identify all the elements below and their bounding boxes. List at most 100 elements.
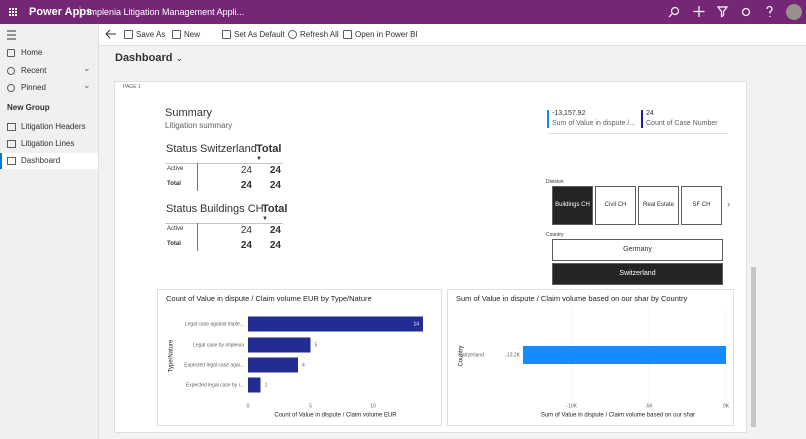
matrix-cell: 24 bbox=[269, 240, 281, 251]
chart-visual: Sum of Value in dispute / Claim volume b… bbox=[447, 289, 734, 426]
command-label: Set As Default bbox=[234, 30, 285, 39]
app-bar: Power Apps Implenia Litigation Managemen… bbox=[0, 0, 806, 24]
slicer-option-label: Real Estate bbox=[642, 202, 675, 208]
x-tick-label: 0 bbox=[247, 403, 250, 409]
settings-icon[interactable] bbox=[741, 7, 751, 17]
slicer-option[interactable]: Buildings CH bbox=[552, 186, 593, 225]
slicer-option[interactable]: Switzerland bbox=[552, 263, 723, 285]
command-label: New bbox=[184, 30, 201, 39]
chart: Count of Value in dispute / Claim volume… bbox=[166, 294, 423, 419]
sort-indicator: ▼ bbox=[262, 216, 268, 222]
command-bar: Save As New Set As Default Refresh All Open … bbox=[99, 24, 806, 46]
app-name[interactable]: Implenia Litigation Management Appli... bbox=[87, 7, 245, 17]
nav-item[interactable]: Pinned ⌄ bbox=[0, 80, 98, 96]
data-label: 4 bbox=[302, 362, 305, 368]
product-name: Power Apps bbox=[29, 6, 93, 18]
nav-item[interactable]: Recent ⌄ bbox=[0, 63, 98, 79]
data-label: 1 bbox=[265, 382, 268, 388]
matrix-cell: 24 bbox=[240, 225, 252, 236]
kpi-value: -13,157.92 bbox=[552, 110, 586, 117]
category-label: Switzerland bbox=[458, 352, 484, 358]
bar bbox=[248, 357, 298, 373]
matrix-header: Status bbox=[166, 203, 198, 215]
help-icon[interactable] bbox=[766, 5, 773, 17]
matrix-cell: 24 bbox=[240, 180, 252, 191]
matrix-header: Status bbox=[166, 143, 198, 155]
nav-item-label: Litigation Headers bbox=[21, 122, 86, 131]
back-icon[interactable] bbox=[105, 29, 117, 39]
nav-item-icon bbox=[7, 66, 15, 75]
nav-item-label: Litigation Lines bbox=[21, 139, 75, 148]
slicer-option-label: Civil CH bbox=[604, 202, 627, 208]
category-label: Legal case against imple... bbox=[185, 321, 244, 327]
data-label: 14 bbox=[413, 321, 419, 327]
command-label: Save As bbox=[136, 30, 166, 39]
page-label: PAGE 1 bbox=[123, 84, 141, 90]
slicer-option[interactable]: SF CH bbox=[681, 186, 722, 225]
matrix-divider bbox=[197, 163, 198, 191]
command-label: Refresh All bbox=[300, 30, 339, 39]
search-icon[interactable] bbox=[670, 6, 680, 16]
avatar[interactable] bbox=[786, 4, 802, 20]
command-icon bbox=[124, 30, 133, 39]
kpi-label: Count of Case Number bbox=[646, 120, 718, 127]
nav-item-icon bbox=[7, 84, 15, 92]
matrix-header: Buildings CH bbox=[200, 203, 264, 215]
bar bbox=[248, 377, 261, 393]
y-axis-title: Country bbox=[459, 345, 465, 366]
kpi-label: Sum of Value in dispute /... bbox=[552, 120, 636, 127]
waffle-icon[interactable] bbox=[9, 8, 17, 16]
row-header: Total bbox=[167, 181, 181, 187]
kpi-accent bbox=[547, 110, 549, 128]
matrix-cell: 24 bbox=[269, 180, 281, 191]
slicer-option-label: SF CH bbox=[692, 202, 711, 208]
nav-item-label: Recent bbox=[21, 65, 47, 75]
x-tick-label: 0K bbox=[723, 403, 730, 409]
y-axis-title: Type/Nature bbox=[169, 339, 175, 372]
matrix-rule bbox=[165, 163, 283, 164]
x-tick-label: 5 bbox=[309, 403, 312, 409]
x-axis-title: Sum of Value in dispute / Claim volume b… bbox=[541, 413, 695, 419]
summary-title: Summary bbox=[165, 107, 213, 119]
chevron: ⌄ bbox=[83, 80, 91, 90]
add-icon[interactable] bbox=[693, 6, 705, 17]
chart: Sum of Value in dispute / Claim volume b… bbox=[456, 294, 730, 419]
summary-rule bbox=[548, 133, 728, 134]
nav-item-icon bbox=[7, 123, 16, 131]
command-label: Open in Power BI bbox=[355, 30, 418, 39]
slicer-option[interactable]: Real Estate bbox=[638, 186, 679, 225]
page-title-text: Dashboard bbox=[115, 52, 173, 64]
bar bbox=[522, 346, 726, 364]
selection-bar bbox=[0, 153, 2, 169]
report: PAGE 1 Summary Litigation summary -13,157.9… bbox=[114, 81, 756, 433]
nav-item[interactable]: Home bbox=[0, 45, 98, 61]
nav-item[interactable]: Litigation Headers bbox=[0, 119, 98, 135]
page-title[interactable]: Dashboard ⌄ bbox=[115, 52, 184, 64]
hamburger-icon[interactable] bbox=[6, 30, 18, 40]
row-header: Active bbox=[167, 166, 184, 172]
nav-item-label: Dashboard bbox=[21, 156, 61, 165]
matrix-cell: 24 bbox=[240, 240, 252, 251]
command-icon bbox=[343, 30, 352, 39]
matrix-cell: 24 bbox=[269, 225, 281, 236]
nav-item-icon bbox=[7, 49, 15, 57]
slicer-option[interactable]: Germany bbox=[552, 239, 723, 261]
matrix-cell: 24 bbox=[269, 165, 281, 176]
data-label: 5 bbox=[315, 342, 318, 348]
nav-item-label: Home bbox=[21, 48, 43, 57]
nav-item[interactable]: Dashboard bbox=[0, 153, 98, 169]
x-axis-title: Count of Value in dispute / Claim volume… bbox=[274, 413, 397, 419]
slicer-title: Division bbox=[546, 179, 564, 185]
slicer-option-label: Switzerland bbox=[619, 270, 656, 277]
filter-icon[interactable] bbox=[716, 6, 729, 18]
command-icon bbox=[222, 30, 231, 39]
x-tick-label: -5K bbox=[645, 403, 653, 409]
category-label: Expected legal case by i... bbox=[186, 382, 244, 388]
slicer-next[interactable]: › bbox=[727, 199, 730, 209]
nav-item[interactable]: Litigation Lines bbox=[0, 136, 98, 152]
slicer-option[interactable]: Civil CH bbox=[595, 186, 636, 225]
x-tick-label: -10K bbox=[566, 403, 577, 409]
matrix-header: Switzerland bbox=[200, 143, 257, 155]
scrollbar[interactable] bbox=[751, 267, 756, 427]
